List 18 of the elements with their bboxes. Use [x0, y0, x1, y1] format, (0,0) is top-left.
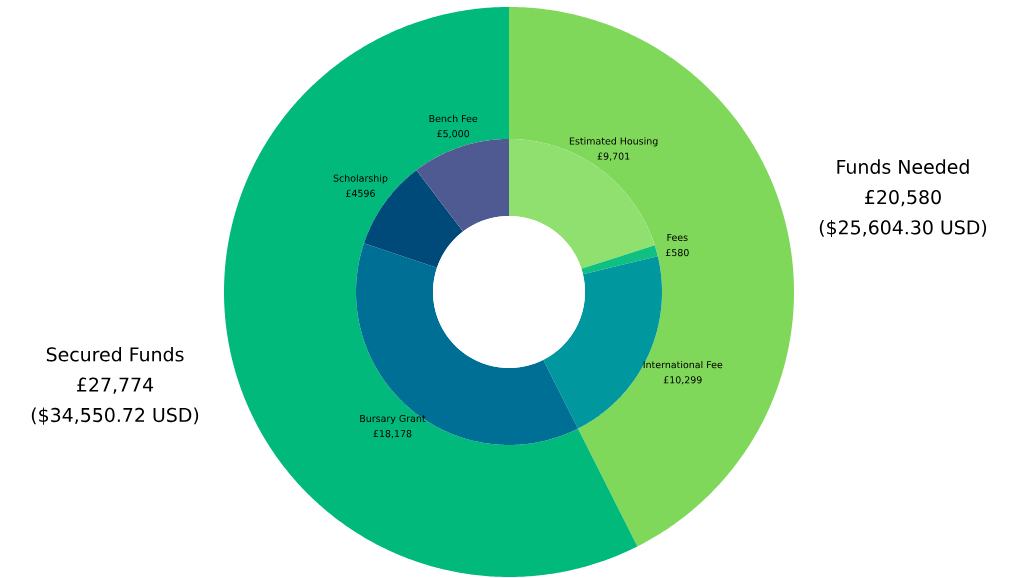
- data-label: £9,701: [597, 152, 630, 161]
- slice-label: Secured Funds: [46, 346, 184, 362]
- data-label: £18,178: [373, 430, 412, 439]
- data-label: £10,299: [663, 376, 702, 385]
- data-label: £580: [665, 249, 689, 257]
- slice-label: Scholarship: [333, 174, 388, 184]
- slice-label: Bursary Grant: [360, 414, 426, 424]
- data-label: £20,580: [865, 189, 941, 207]
- data-label: £4596: [345, 189, 375, 197]
- text: ($34,550.72 USD): [31, 407, 199, 425]
- data-label: £5,000: [437, 130, 470, 139]
- text: ($25,604.30 USD): [819, 219, 987, 238]
- slice-label: International Fee: [643, 360, 723, 369]
- slice-label: Estimated Housing: [569, 137, 658, 147]
- slice-label: Bench Fee: [429, 114, 478, 123]
- slice-label: Fees: [667, 234, 688, 242]
- slice-label: Funds Needed: [837, 159, 969, 174]
- data-label: £27,774: [77, 377, 154, 394]
